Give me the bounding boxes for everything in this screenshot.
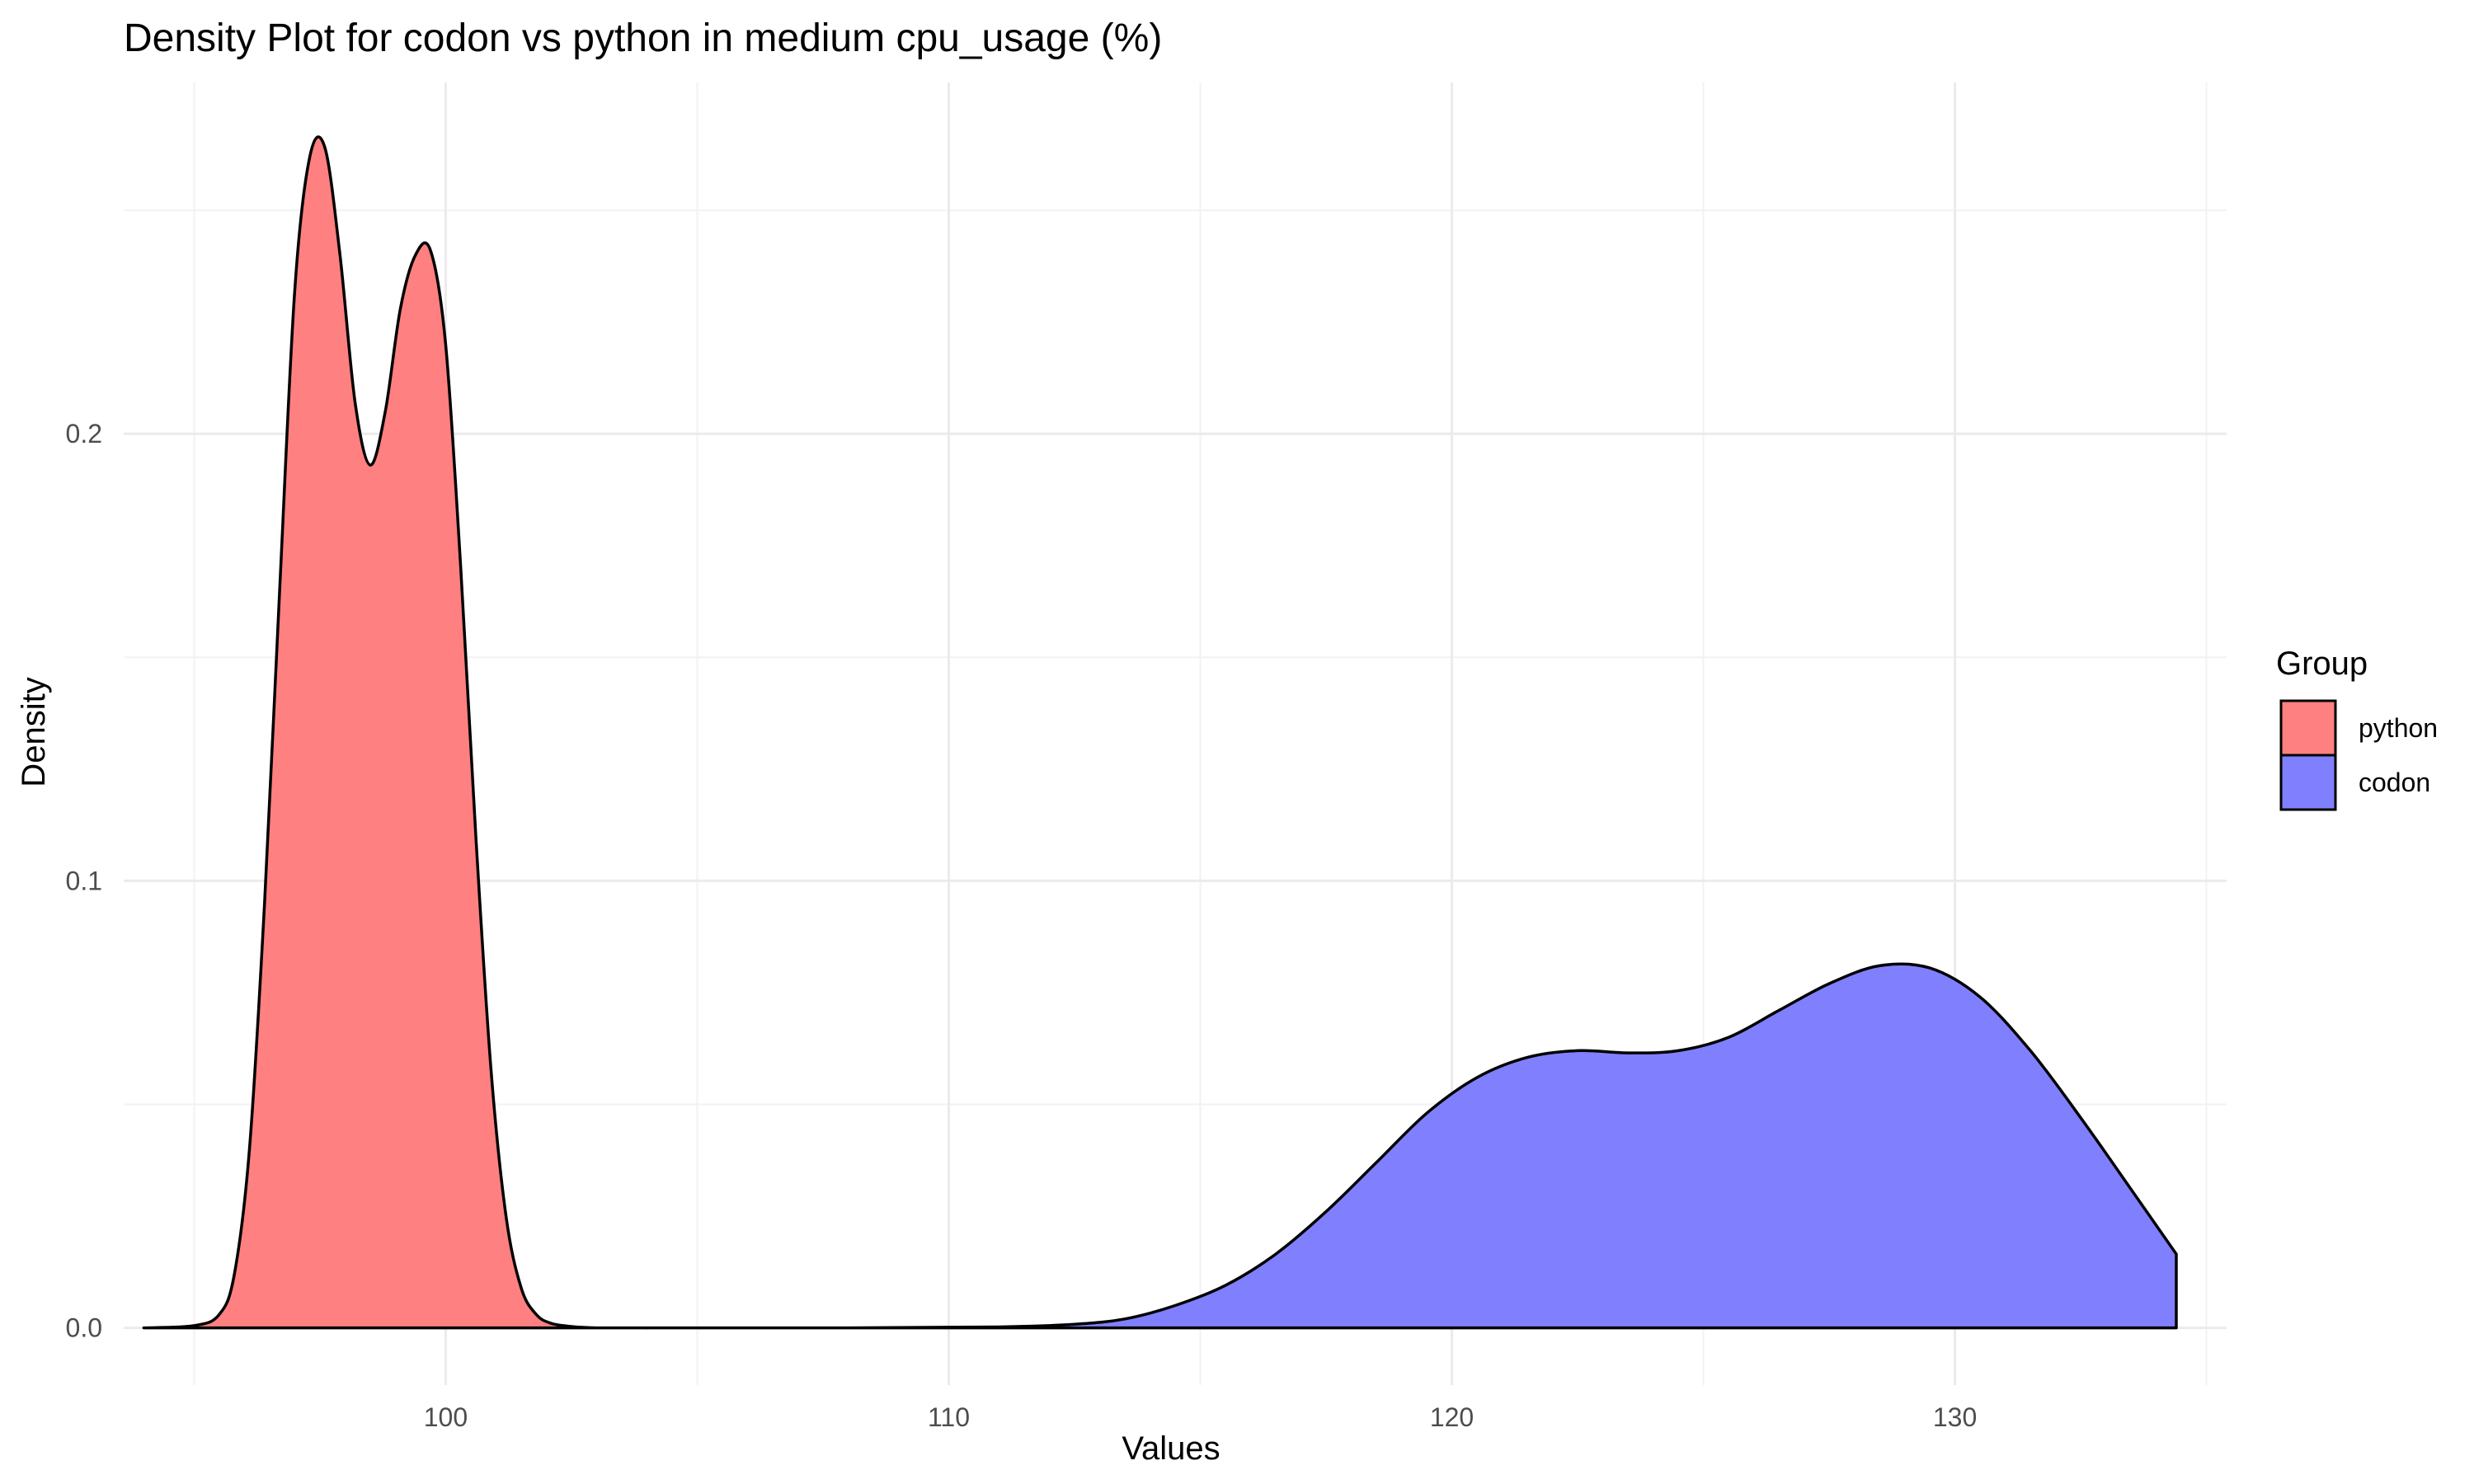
x-tick-label: 110: [928, 1402, 970, 1432]
y-tick-labels: 0.0 0.1 0.2: [66, 419, 102, 1342]
y-tick-label: 0.1: [66, 866, 102, 895]
y-tick-label: 0.2: [66, 419, 102, 448]
legend-key-python: [2279, 699, 2337, 757]
density-series: [142, 135, 2178, 1330]
legend-entries: python codon: [2279, 699, 2438, 811]
y-axis-title: Density: [16, 677, 52, 787]
chart-title: Density Plot for codon vs python in medi…: [124, 16, 1162, 60]
x-tick-label: 100: [424, 1402, 468, 1432]
y-tick-label: 0.0: [66, 1313, 102, 1343]
legend-label-codon: codon: [2359, 768, 2430, 797]
x-tick-label: 120: [1430, 1402, 1474, 1432]
legend-label-python: python: [2359, 713, 2438, 743]
density-area-codon: [645, 962, 2178, 1330]
x-tick-label: 130: [1933, 1402, 1977, 1432]
legend: Group python codon: [2276, 646, 2438, 811]
legend-title: Group: [2276, 646, 2368, 682]
x-tick-labels: 100 110 120 130: [424, 1402, 1978, 1432]
legend-key-codon: [2279, 754, 2337, 811]
density-area-python: [142, 135, 649, 1330]
x-axis-title: Values: [1122, 1430, 1220, 1467]
